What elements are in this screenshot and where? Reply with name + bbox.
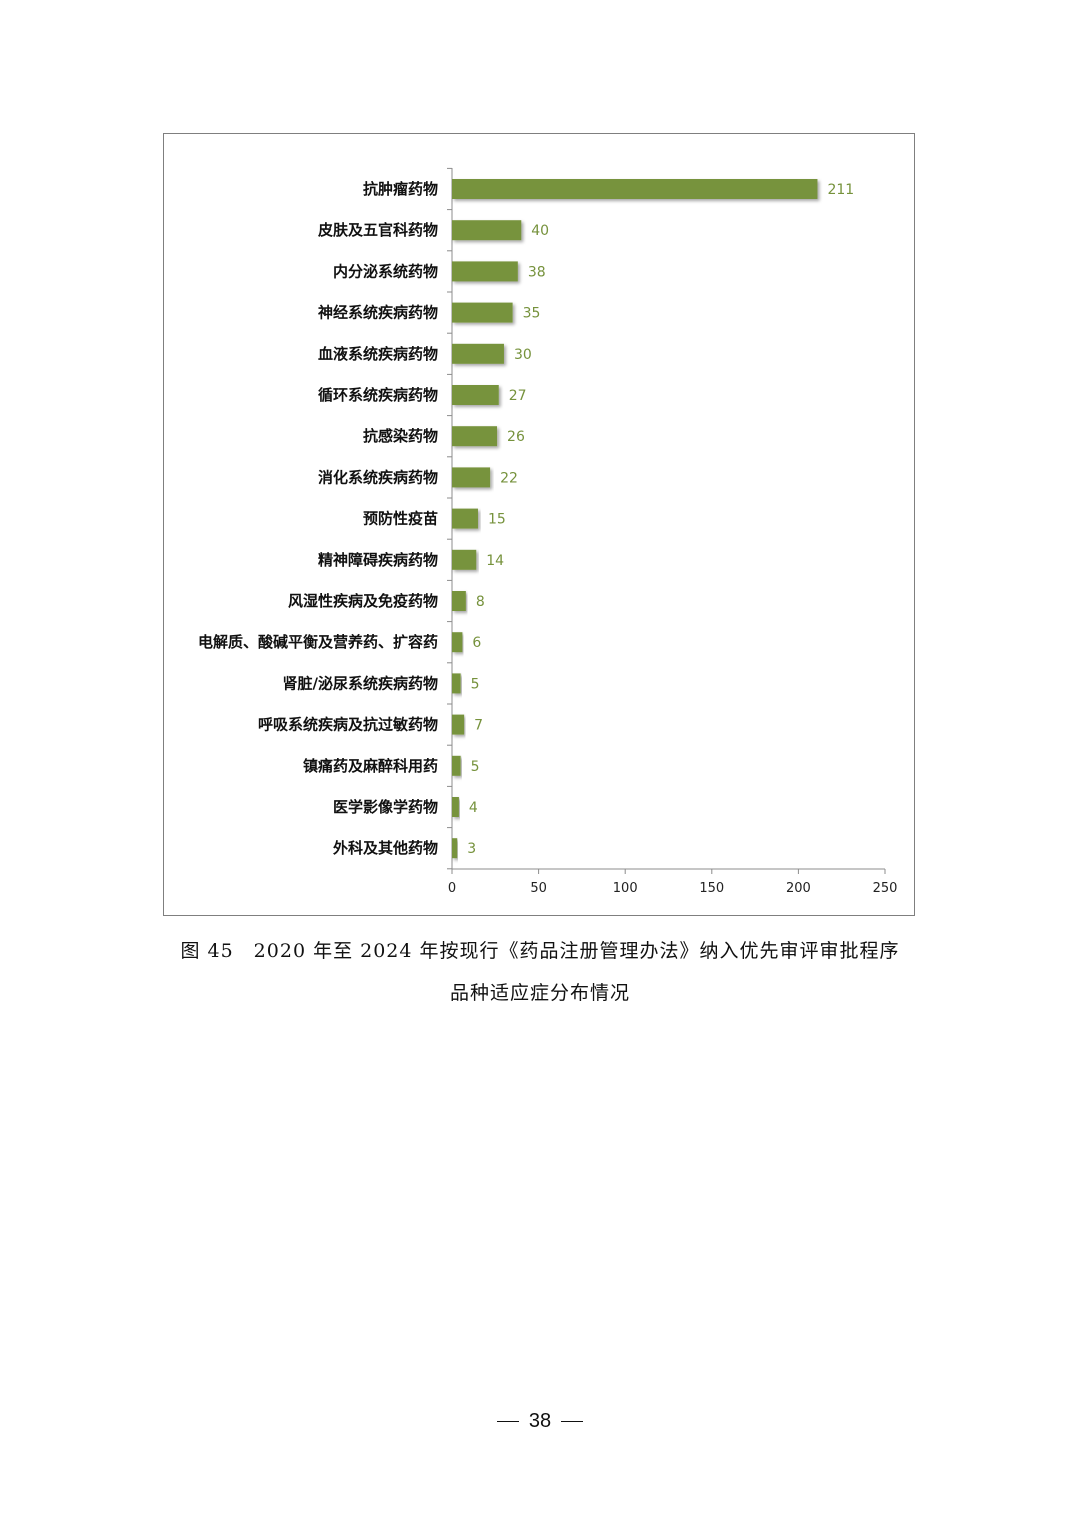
x-tick-label: 250: [873, 881, 898, 896]
caption-line-1: 图 45 2020 年至 2024 年按现行《药品注册管理办法》纳入优先审评审批…: [180, 940, 900, 962]
category-label: 抗肿瘤药物: [363, 180, 438, 198]
bar: [452, 426, 498, 447]
value-label: 40: [531, 223, 549, 239]
category-label: 消化系统疾病药物: [318, 468, 438, 486]
x-tick-label: 50: [530, 881, 547, 896]
bar: [452, 261, 518, 282]
value-label: 4: [469, 800, 478, 816]
bar: [452, 467, 491, 488]
x-tick-label: 150: [699, 881, 724, 896]
category-label: 风湿性疾病及免疫药物: [288, 592, 438, 610]
category-label: 内分泌系统药物: [333, 262, 438, 280]
bar: [452, 343, 504, 364]
x-tick-label: 0: [448, 881, 456, 896]
chart-frame: 0 50 100 150 200 250 抗肿瘤药物 211 皮肤及五官科药物 40 内分泌系统药物…: [163, 133, 915, 916]
category-label: 神经系统疾病药物: [318, 304, 438, 322]
category-label: 呼吸系统疾病及抗过敏药物: [258, 716, 438, 734]
page-number: 38: [440, 1410, 640, 1433]
bar: [452, 179, 818, 199]
category-label: 镇痛药及麻醉科用药: [303, 757, 438, 775]
category-label: 肾脏/泌尿系统疾病药物: [283, 674, 438, 692]
value-label: 27: [509, 388, 527, 404]
value-label: 15: [488, 512, 506, 528]
value-label: 7: [474, 718, 483, 734]
bar: [452, 632, 463, 653]
value-label: 26: [507, 429, 525, 445]
x-tick-label: 200: [786, 881, 811, 896]
value-label: 5: [471, 759, 480, 775]
value-label: 22: [500, 470, 518, 486]
bar: [452, 385, 499, 405]
x-tick-label: 100: [613, 881, 638, 896]
value-label: 38: [528, 264, 546, 280]
category-label: 外科及其他药物: [332, 839, 438, 857]
bar: [452, 591, 466, 611]
plot-area: 0 50 100 150 200 250 抗肿瘤药物 211 皮肤及五官科药物 40 内分泌系统药物…: [198, 167, 898, 896]
value-label: 211: [827, 182, 854, 198]
category-label: 医学影像学药物: [333, 798, 438, 816]
value-label: 6: [472, 635, 481, 651]
category-label: 抗感染药物: [363, 427, 438, 445]
value-label: 30: [514, 347, 532, 363]
value-label: 3: [467, 841, 476, 857]
caption-line-2: 品种适应症分布情况: [449, 982, 630, 1004]
figure-caption: 图 45 2020 年至 2024 年按现行《药品注册管理办法》纳入优先审评审批…: [100, 930, 980, 1014]
category-label: 电解质、酸碱平衡及营养药、扩容药: [198, 633, 438, 651]
category-label: 皮肤及五官科药物: [318, 221, 438, 239]
category-label: 预防性疫苗: [363, 510, 438, 528]
category-label: 血液系统疾病药物: [318, 345, 438, 363]
value-label: 35: [523, 306, 541, 322]
bar: [452, 714, 465, 735]
page-number-text: 38: [528, 1410, 552, 1432]
category-label: 精神障碍疾病药物: [318, 551, 438, 569]
bar-chart: 0 50 100 150 200 250 抗肿瘤药物 211 皮肤及五官科药物 40 内分泌系统药物…: [198, 167, 898, 896]
page-dash-left: [497, 1421, 520, 1423]
bar: [452, 508, 478, 529]
bar: [452, 755, 461, 776]
bar: [452, 220, 522, 241]
page-dash-right: [560, 1421, 583, 1423]
bar: [452, 838, 458, 859]
value-label: 14: [486, 553, 504, 569]
bar: [452, 302, 513, 323]
bar: [452, 797, 459, 817]
category-label: 循环系统疾病药物: [318, 386, 438, 404]
bar: [452, 673, 461, 694]
value-label: 5: [471, 676, 480, 692]
bar: [452, 549, 477, 570]
value-label: 8: [476, 594, 485, 610]
